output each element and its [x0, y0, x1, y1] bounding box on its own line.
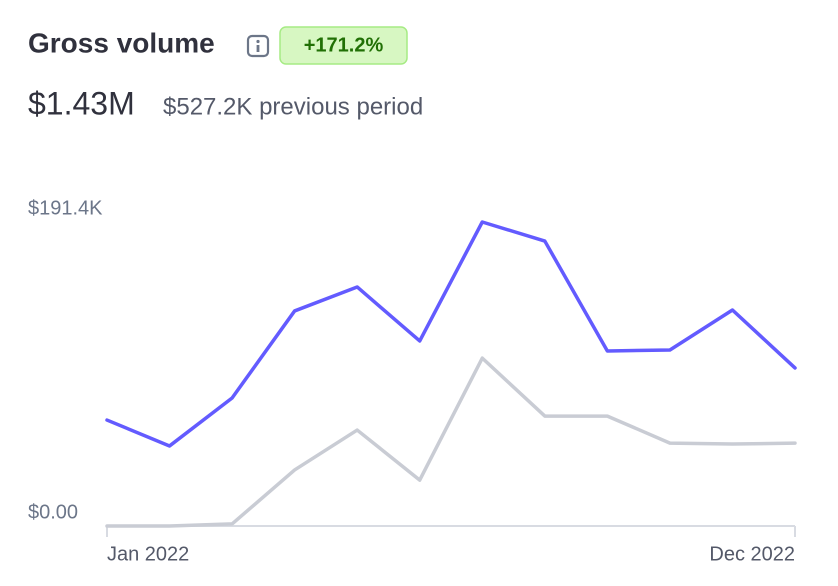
change-badge-text: +171.2%	[304, 34, 384, 56]
series-line	[105, 356, 797, 528]
info-icon[interactable]	[246, 34, 270, 58]
info-icon-bar	[256, 45, 260, 52]
series-line	[105, 220, 797, 448]
x-tick-label: Jan 2022	[107, 543, 189, 565]
widget-title: Gross volume	[28, 27, 215, 58]
total-value: $1.43M	[28, 85, 135, 121]
y-tick-label: $0.00	[28, 501, 78, 523]
previous-period: $527.2K previous period	[163, 93, 423, 120]
change-badge	[279, 26, 408, 65]
x-tick-label: Dec 2022	[709, 543, 795, 565]
info-icon-frame	[246, 34, 270, 58]
y-tick-label: $191.4K	[28, 197, 103, 219]
info-icon-dot	[256, 39, 260, 44]
